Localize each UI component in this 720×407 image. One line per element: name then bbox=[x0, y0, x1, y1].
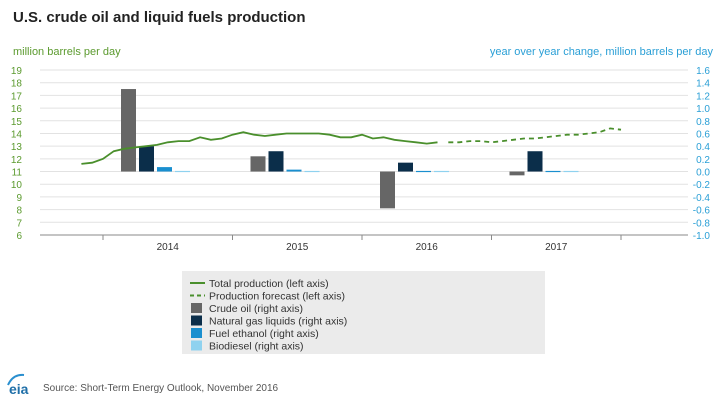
left-tick-label: 18 bbox=[11, 79, 23, 90]
legend-swatch-box bbox=[191, 303, 202, 313]
left-tick-label: 10 bbox=[11, 180, 23, 191]
left-tick-label: 14 bbox=[11, 129, 23, 140]
legend-label: Total production (left axis) bbox=[209, 278, 329, 290]
production-forecast-line bbox=[448, 127, 622, 144]
right-tick-label: 0.6 bbox=[696, 129, 710, 140]
legend-swatch-box bbox=[191, 315, 202, 326]
legend-box bbox=[182, 271, 545, 354]
gridlines bbox=[40, 69, 688, 236]
bar-ngl-2015 bbox=[268, 151, 284, 172]
legend-item: Production forecast (left axis) bbox=[190, 291, 345, 303]
bar-ngl-2016 bbox=[398, 162, 413, 172]
year-label: 2015 bbox=[286, 242, 309, 253]
eia-logo-swoosh-icon bbox=[7, 373, 25, 386]
right-axis-ticks: -1.0 -0.8-0.6 -0.4 -0.20.0 0.2 0.4 0.60.8 1.0 1.… bbox=[693, 66, 711, 242]
bar-crude-2016 bbox=[380, 171, 395, 209]
legend-label: Fuel ethanol (right axis) bbox=[209, 328, 319, 340]
right-tick-label: 1.4 bbox=[696, 79, 710, 90]
left-tick-label: 17 bbox=[11, 91, 23, 102]
legend-item: Fuel ethanol (right axis) bbox=[191, 328, 319, 340]
year-label: 2017 bbox=[545, 242, 568, 253]
right-tick-label: -0.2 bbox=[693, 180, 711, 191]
left-tick-label: 13 bbox=[11, 142, 23, 153]
legend-item: Total production (left axis) bbox=[190, 278, 329, 290]
x-axis: 2014 2015 2016 2017 bbox=[40, 234, 688, 253]
bar-ethanol-2017 bbox=[545, 170, 561, 173]
eia-logo-text: eia bbox=[9, 381, 29, 397]
right-tick-label: 1.2 bbox=[696, 91, 710, 102]
legend-item: Biodiesel (right axis) bbox=[191, 340, 304, 353]
bar-biodiesel-2015 bbox=[304, 170, 320, 173]
bar-ethanol-2016 bbox=[416, 170, 431, 173]
eia-logo: eia bbox=[7, 373, 29, 397]
line-series bbox=[81, 127, 622, 165]
chart-title: U.S. crude oil and liquid fuels producti… bbox=[13, 9, 306, 26]
left-axis-label: million barrels per day bbox=[13, 46, 121, 58]
right-tick-label: 0.2 bbox=[696, 155, 710, 166]
bar-ethanol-2014 bbox=[157, 167, 172, 172]
legend-swatch-box bbox=[191, 340, 202, 351]
left-tick-label: 7 bbox=[16, 218, 22, 229]
legend-label: Crude oil (right axis) bbox=[209, 303, 303, 315]
bar-biodiesel-2014 bbox=[175, 170, 190, 173]
right-tick-label: 1.0 bbox=[696, 104, 710, 115]
right-axis-label: year over year change, million barrels p… bbox=[490, 46, 714, 58]
bar-ngl-2017 bbox=[527, 151, 543, 172]
left-tick-label: 11 bbox=[12, 168, 23, 179]
legend: Total production (left axis)Production f… bbox=[190, 278, 347, 353]
right-tick-label: 0.4 bbox=[696, 142, 710, 153]
right-tick-label: -1.0 bbox=[693, 231, 711, 242]
right-tick-label: 0.8 bbox=[696, 117, 710, 128]
bar-series bbox=[121, 89, 579, 209]
year-label: 2014 bbox=[157, 242, 180, 253]
year-label: 2016 bbox=[416, 242, 439, 253]
left-tick-label: 6 bbox=[16, 231, 22, 242]
right-tick-label: -0.4 bbox=[693, 193, 711, 204]
bar-ethanol-2015 bbox=[286, 169, 302, 172]
legend-item: Natural gas liquids (right axis) bbox=[191, 315, 347, 328]
bar-biodiesel-2016 bbox=[434, 170, 449, 173]
bar-ngl-2014 bbox=[139, 146, 154, 172]
total-production-line bbox=[81, 131, 438, 165]
right-tick-label: -0.8 bbox=[693, 218, 711, 229]
left-tick-label: 8 bbox=[16, 206, 22, 217]
right-tick-label: 1.6 bbox=[696, 66, 710, 77]
bar-crude-2014 bbox=[121, 89, 136, 172]
right-tick-label: 0.0 bbox=[696, 168, 710, 179]
left-tick-label: 9 bbox=[16, 193, 22, 204]
legend-swatch-box bbox=[191, 328, 202, 338]
legend-label: Biodiesel (right axis) bbox=[209, 341, 304, 353]
right-tick-label: -0.6 bbox=[693, 206, 711, 217]
left-tick-label: 15 bbox=[11, 117, 23, 128]
bar-biodiesel-2017 bbox=[563, 170, 579, 173]
bar-crude-2017 bbox=[509, 171, 525, 176]
left-tick-label: 12 bbox=[11, 155, 23, 166]
left-tick-label: 19 bbox=[11, 66, 23, 77]
left-tick-label: 16 bbox=[11, 104, 23, 115]
legend-item: Crude oil (right axis) bbox=[191, 303, 303, 315]
legend-label: Production forecast (left axis) bbox=[209, 291, 345, 303]
bar-crude-2015 bbox=[250, 156, 266, 172]
source-note: Source: Short-Term Energy Outlook, Novem… bbox=[43, 383, 279, 394]
legend-label: Natural gas liquids (right axis) bbox=[209, 316, 347, 328]
